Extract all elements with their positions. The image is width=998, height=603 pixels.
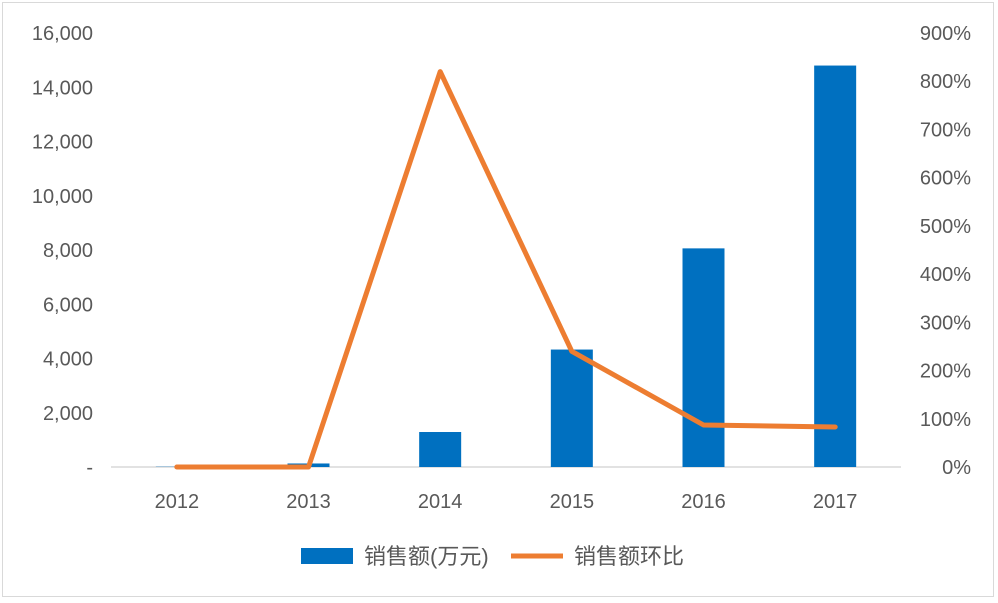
right-axis-ticks: 0% 100% 200% 300% 400% 500% 600% 700% 800% 900%	[920, 23, 971, 479]
legend: 销售额(万元) 销售额环比	[301, 544, 684, 569]
right-tick-label: 600%	[920, 168, 971, 190]
right-tick-label: 100%	[920, 409, 971, 431]
x-tick-label: 2013	[286, 491, 331, 513]
right-tick-label: 900%	[920, 23, 971, 45]
bar-series	[156, 66, 856, 467]
legend-bar-swatch	[301, 548, 353, 564]
right-tick-label: 800%	[920, 71, 971, 93]
x-tick-label: 2012	[155, 491, 200, 513]
right-tick-label: 200%	[920, 361, 971, 383]
right-tick-label: 300%	[920, 312, 971, 334]
left-tick-label: 14,000	[32, 77, 93, 99]
left-tick-label: 16,000	[32, 23, 93, 45]
x-tick-label: 2014	[418, 491, 463, 513]
bar	[419, 432, 461, 467]
right-tick-label: 500%	[920, 216, 971, 238]
x-tick-label: 2017	[813, 491, 858, 513]
legend-bar-label: 销售额(万元)	[364, 544, 489, 569]
combo-chart: - 2,000 4,000 6,000 8,000 10,000 12,000 14,000 1…	[3, 3, 995, 598]
left-tick-label: 8,000	[43, 240, 93, 262]
right-tick-label: 700%	[920, 119, 971, 141]
left-tick-label: -	[86, 457, 93, 479]
right-tick-label: 400%	[920, 264, 971, 286]
bar	[551, 350, 593, 467]
growth-rate-line	[177, 72, 835, 467]
bar	[683, 248, 725, 467]
x-tick-label: 2016	[681, 491, 726, 513]
left-tick-label: 12,000	[32, 132, 93, 154]
x-tick-label: 2015	[550, 491, 595, 513]
left-axis-ticks: - 2,000 4,000 6,000 8,000 10,000 12,000 14,000 1…	[32, 23, 93, 479]
bar	[814, 66, 856, 467]
left-tick-label: 2,000	[43, 403, 93, 425]
left-tick-label: 10,000	[32, 186, 93, 208]
legend-line-label: 销售额环比	[574, 544, 684, 569]
left-tick-label: 6,000	[43, 294, 93, 316]
x-axis-ticks: 2012 2013 2014 2015 2016 2017	[155, 491, 858, 513]
right-tick-label: 0%	[942, 457, 971, 479]
left-tick-label: 4,000	[43, 349, 93, 371]
